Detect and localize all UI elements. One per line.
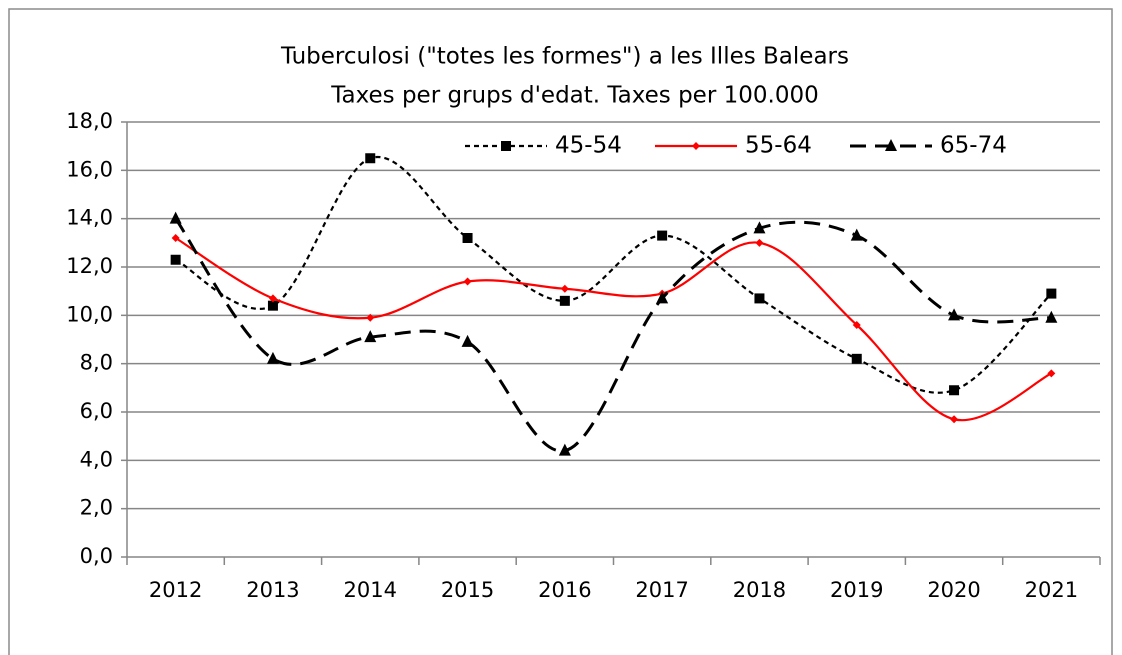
marker <box>950 415 959 424</box>
legend-label: 45-54 <box>555 133 622 159</box>
marker <box>365 153 376 164</box>
marker <box>755 238 764 247</box>
legend-marker <box>692 142 700 150</box>
x-tick-label: 2012 <box>149 578 202 602</box>
marker <box>266 351 279 364</box>
legend-label: 55-64 <box>745 133 812 159</box>
marker <box>558 443 571 456</box>
x-tick-label: 2019 <box>830 578 883 602</box>
x-tick-label: 2018 <box>733 578 786 602</box>
marker <box>852 321 861 329</box>
marker <box>850 228 863 241</box>
marker <box>560 284 569 293</box>
y-tick-label: 18,0 <box>66 109 113 133</box>
marker <box>1047 369 1056 378</box>
series-line <box>175 155 1053 394</box>
y-tick-label: 2,0 <box>80 496 113 520</box>
x-tick-label: 2015 <box>441 578 494 602</box>
y-tick-label: 16,0 <box>66 157 113 181</box>
marker <box>170 254 181 265</box>
marker <box>754 293 765 304</box>
marker <box>364 330 377 343</box>
legend-marker <box>885 139 897 151</box>
marker <box>169 211 182 224</box>
marker <box>171 234 180 242</box>
marker <box>948 308 961 321</box>
series-line <box>175 237 1052 422</box>
y-tick-label: 12,0 <box>66 254 113 278</box>
x-tick-label: 2017 <box>635 578 688 602</box>
marker <box>463 277 472 286</box>
y-tick-label: 4,0 <box>80 447 113 471</box>
marker <box>366 313 375 322</box>
marker <box>949 385 960 396</box>
marker <box>461 334 474 347</box>
marker <box>753 221 766 234</box>
marker <box>462 233 473 243</box>
x-tick-label: 2014 <box>344 578 397 602</box>
marker <box>1046 288 1057 299</box>
x-tick-label: 2020 <box>927 578 980 602</box>
y-tick-label: 6,0 <box>80 399 113 423</box>
x-tick-label: 2013 <box>246 578 299 602</box>
marker <box>656 291 669 304</box>
y-tick-label: 0,0 <box>80 544 113 568</box>
chart-title: Tuberculosi ("totes les formes") a les I… <box>280 44 849 70</box>
legend-marker <box>501 141 511 151</box>
marker <box>657 230 668 241</box>
marker <box>851 353 862 364</box>
x-tick-label: 2021 <box>1025 578 1078 602</box>
chart-border <box>8 8 1113 655</box>
marker <box>267 300 278 311</box>
y-tick-label: 8,0 <box>80 351 113 375</box>
marker <box>268 294 277 303</box>
marker <box>1045 310 1058 323</box>
y-tick-label: 10,0 <box>66 302 113 326</box>
marker <box>559 295 570 306</box>
series-line <box>174 217 1052 453</box>
legend-label: 65-74 <box>940 133 1007 159</box>
chart-subtitle: Taxes per grups d'edat. Taxes per 100.00… <box>330 83 818 109</box>
y-tick-label: 14,0 <box>66 206 113 230</box>
x-tick-label: 2016 <box>538 578 591 602</box>
